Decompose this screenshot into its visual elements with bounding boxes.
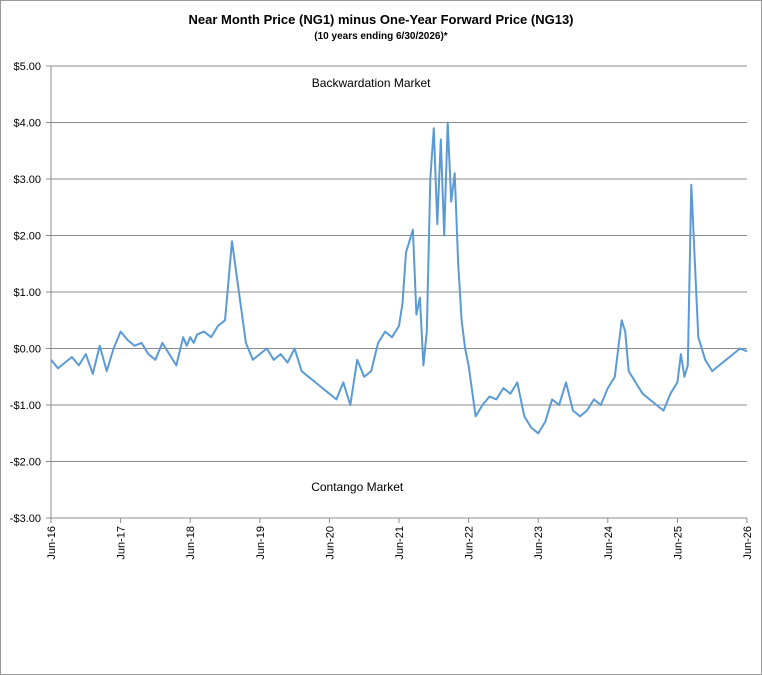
x-tick-label: Jun-21 — [394, 526, 406, 560]
chart-title: Near Month Price (NG1) minus One-Year Fo… — [188, 12, 574, 27]
y-tick-label: $0.00 — [13, 344, 41, 356]
x-tick-label: Jun-16 — [46, 526, 58, 560]
x-axis: Jun-16 Jun-17 Jun-18 Jun-19 Jun-20 Jun-21 Jun-… — [46, 518, 754, 560]
y-tick-label: $1.00 — [13, 287, 41, 299]
y-tick-label: $4.00 — [13, 118, 41, 130]
gridlines — [50, 65, 747, 519]
annotation-label: Contango Market — [311, 480, 404, 494]
y-axis-tick-labels: $5.00 $4.00 $3.00 $2.00 $1.00 $0.00 -$1.00 -$2.… — [10, 61, 51, 525]
x-tick-label: Jun-26 — [742, 526, 754, 560]
series-line — [50, 121, 748, 435]
chart-subtitle: (10 years ending 6/30/2026)* — [314, 31, 448, 42]
y-tick-label: $2.00 — [13, 231, 41, 243]
y-tick-label: -$3.00 — [10, 513, 41, 525]
y-tick-label: $5.00 — [13, 61, 41, 73]
y-tick-label: -$2.00 — [10, 457, 41, 469]
y-tick-label: $3.00 — [13, 174, 41, 186]
y-tick-label: -$1.00 — [10, 400, 41, 412]
x-tick-label: Jun-22 — [464, 526, 476, 560]
x-tick-label: Jun-23 — [533, 526, 545, 560]
x-tick-label: Jun-20 — [324, 526, 336, 560]
x-tick-label: Jun-17 — [116, 526, 128, 560]
x-tick-label: Jun-24 — [603, 526, 615, 560]
x-tick-label: Jun-25 — [672, 526, 684, 560]
x-tick-label: Jun-19 — [255, 526, 267, 560]
x-tick-label: Jun-18 — [185, 526, 197, 560]
annotations: Backwardation Market Contango Market — [311, 76, 431, 494]
annotation-label: Backwardation Market — [312, 76, 431, 90]
